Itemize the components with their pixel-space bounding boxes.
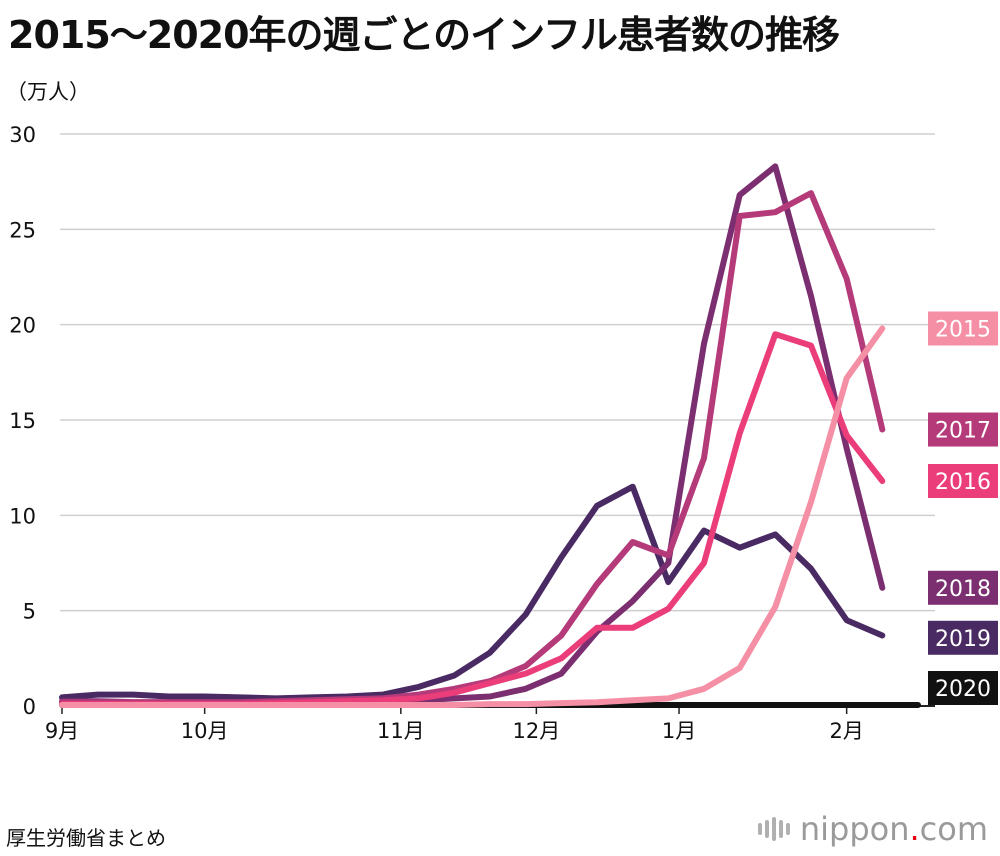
y-tick-label: 25 (9, 218, 36, 242)
y-tick-label: 5 (23, 600, 36, 624)
series-label-box-2015 (928, 311, 998, 346)
series-label-2019: 2019 (935, 627, 991, 652)
series-line-2018 (59, 163, 886, 706)
series-label-box-2016 (928, 464, 998, 499)
x-tick-label: 9月 (45, 719, 79, 743)
series-label-2017: 2017 (935, 419, 991, 444)
series-label-2016: 2016 (935, 470, 991, 495)
logo-suffix: com (919, 810, 988, 848)
y-tick-label: 10 (9, 504, 36, 528)
y-axis-unit-label: （万人） (6, 80, 90, 104)
x-tick-label: 11月 (377, 719, 425, 743)
series-label-2015: 2015 (935, 317, 991, 342)
series-label-box-2018 (928, 570, 998, 605)
y-tick-labels: 0 5 10 15 20 25 30 (9, 123, 36, 719)
x-tick-label: 2月 (829, 719, 863, 743)
series-label-box-2020 (928, 671, 998, 705)
logo-bars-icon (757, 817, 790, 841)
logo-dot: . (909, 810, 920, 848)
grid-lines (60, 133, 935, 707)
x-tick-label: 12月 (512, 719, 560, 743)
chart-title: 2015～2020年の週ごとのインフル患者数の推移 (8, 13, 840, 57)
y-tick-label: 20 (9, 314, 36, 338)
x-tick-labels: 9月 10月 11月 12月 1月 2月 (45, 706, 864, 743)
series-lines (59, 163, 921, 708)
logo-text: nippon (799, 810, 910, 848)
series-line-2015 (59, 325, 886, 708)
series-label-2020: 2020 (935, 677, 991, 702)
source-note: 厚生労働省まとめ (6, 826, 166, 850)
x-tick-label: 1月 (662, 719, 696, 743)
series-line-2016 (59, 331, 886, 708)
nippon-com-logo: nippon. com (757, 810, 988, 848)
y-tick-label: 0 (23, 695, 36, 719)
y-tick-label: 30 (9, 123, 36, 147)
series-label-box-2017 (928, 412, 998, 447)
series-label-2018: 2018 (935, 577, 991, 602)
series-label-box-2019 (928, 620, 998, 655)
series-line-2019 (59, 483, 886, 702)
x-tick-label: 10月 (181, 719, 229, 743)
y-tick-label: 15 (9, 409, 36, 433)
series-end-labels: 2015 2017 2016 2018 2019 2020 (928, 311, 998, 705)
series-line-2017 (59, 190, 886, 706)
